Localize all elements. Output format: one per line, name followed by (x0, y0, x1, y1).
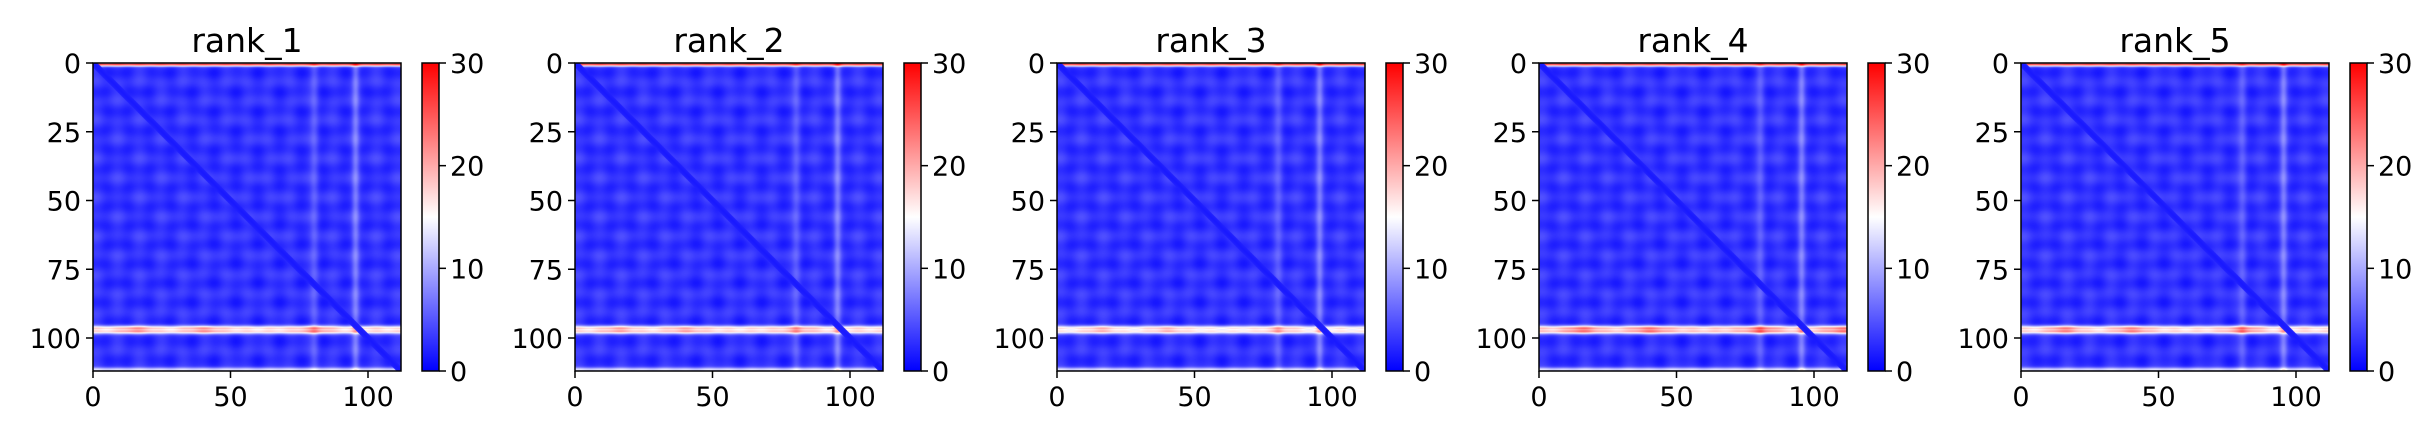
colorbar-gradient (2350, 63, 2367, 371)
y-tick-label: 0 (1028, 49, 1045, 80)
panel-title: rank_1 (191, 21, 302, 60)
colorbar-gradient (1386, 63, 1403, 371)
y-tick-label: 50 (1011, 187, 1045, 218)
colorbar-frame (1867, 62, 1886, 372)
heatmap-image (2021, 63, 2329, 371)
y-tick-label: 50 (47, 187, 81, 218)
y-tick-label: 25 (529, 118, 563, 149)
x-tick-label: 50 (2141, 382, 2175, 413)
heatmap-image (1539, 63, 1847, 371)
y-tick-label: 75 (1975, 255, 2009, 286)
colorbar-tick-label: 20 (450, 152, 484, 183)
colorbar-tick-label: 10 (450, 254, 484, 285)
colorbar-tick-label: 30 (450, 49, 484, 80)
colorbar-frame (421, 62, 440, 372)
colorbar-tick-label: 20 (932, 152, 966, 183)
axes-frame (1056, 62, 1366, 372)
colorbar-tick-label: 30 (1896, 49, 1930, 80)
heatmap-image (575, 63, 883, 371)
panel-title: rank_2 (673, 21, 784, 60)
y-tick-label: 0 (546, 49, 563, 80)
colorbar-tick-label: 0 (932, 357, 949, 388)
y-tick-label: 0 (64, 49, 81, 80)
y-tick-label: 75 (1493, 255, 1527, 286)
colorbar: 0 10 20 30 (2349, 49, 2412, 388)
x-tick-label: 0 (1530, 382, 1547, 413)
y-tick-label: 50 (529, 187, 563, 218)
panel-title: rank_5 (2119, 21, 2230, 60)
colorbar-tick-label: 20 (1414, 152, 1448, 183)
panel-title: rank_4 (1637, 21, 1748, 60)
colorbar-gradient (1868, 63, 1885, 371)
y-tick-label: 75 (529, 255, 563, 286)
x-tick-label: 50 (695, 382, 729, 413)
x-tick-label: 100 (824, 382, 876, 413)
y-tick-label: 100 (1957, 324, 2009, 355)
y-tick-label: 100 (511, 324, 563, 355)
colorbar-tick-label: 30 (2378, 49, 2412, 80)
colorbar-frame (2349, 62, 2368, 372)
y-tick-label: 100 (1475, 324, 1527, 355)
colorbar-tick-label: 0 (1414, 357, 1431, 388)
colorbar-tick-label: 0 (2378, 357, 2395, 388)
x-tick-label: 100 (1788, 382, 1840, 413)
colorbar-tick-label: 10 (932, 254, 966, 285)
colorbar: 0 10 20 30 (421, 49, 484, 388)
colorbar-gradient (904, 63, 921, 371)
y-tick-label: 25 (1011, 118, 1045, 149)
panel-title: rank_3 (1155, 21, 1266, 60)
x-tick-label: 50 (213, 382, 247, 413)
y-tick-label: 0 (1510, 49, 1527, 80)
heatmap-image (1057, 63, 1365, 371)
x-tick-label: 0 (84, 382, 101, 413)
x-tick-label: 0 (2012, 382, 2029, 413)
colorbar: 0 10 20 30 (1385, 49, 1448, 388)
colorbar-tick-label: 10 (2378, 254, 2412, 285)
x-tick-label: 100 (1306, 382, 1358, 413)
axes-frame (574, 62, 884, 372)
y-tick-label: 0 (1992, 49, 2009, 80)
y-tick-label: 75 (1011, 255, 1045, 286)
x-tick-label: 50 (1177, 382, 1211, 413)
colorbar-gradient (422, 63, 439, 371)
colorbar-tick-label: 10 (1896, 254, 1930, 285)
colorbar-frame (903, 62, 922, 372)
colorbar-tick-label: 0 (1896, 357, 1913, 388)
colorbar-tick-label: 20 (2378, 152, 2412, 183)
x-tick-label: 0 (566, 382, 583, 413)
axes-frame (92, 62, 402, 372)
colorbar-frame (1385, 62, 1404, 372)
x-tick-label: 0 (1048, 382, 1065, 413)
axes-frame (1538, 62, 1848, 372)
heatmap-image (93, 63, 401, 371)
colorbar-tick-label: 30 (1414, 49, 1448, 80)
y-tick-label: 25 (47, 118, 81, 149)
y-tick-label: 100 (29, 324, 81, 355)
axes-frame (2020, 62, 2330, 372)
x-tick-label: 100 (342, 382, 394, 413)
colorbar-tick-label: 20 (1896, 152, 1930, 183)
y-tick-label: 25 (1493, 118, 1527, 149)
y-tick-label: 25 (1975, 118, 2009, 149)
colorbar-tick-label: 30 (932, 49, 966, 80)
y-tick-label: 100 (993, 324, 1045, 355)
colorbar-tick-label: 0 (450, 357, 467, 388)
x-tick-label: 100 (2270, 382, 2322, 413)
y-tick-label: 50 (1975, 187, 2009, 218)
colorbar: 0 10 20 30 (1867, 49, 1930, 388)
y-tick-label: 50 (1493, 187, 1527, 218)
colorbar-tick-label: 10 (1414, 254, 1448, 285)
x-tick-label: 50 (1659, 382, 1693, 413)
y-tick-label: 75 (47, 255, 81, 286)
colorbar: 0 10 20 30 (903, 49, 966, 388)
